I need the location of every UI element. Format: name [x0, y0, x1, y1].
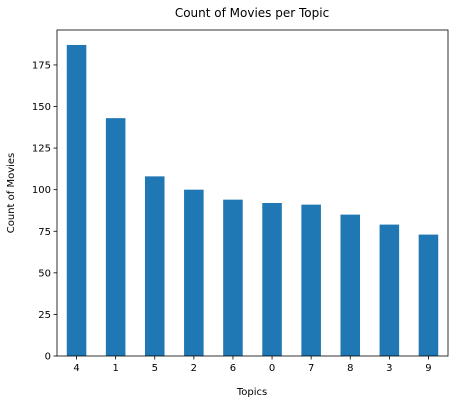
x-tick-label: 0	[269, 363, 275, 374]
plot-frame	[56, 29, 449, 357]
y-tick-label: 50	[38, 268, 51, 279]
bar	[66, 44, 87, 356]
bar	[105, 118, 126, 356]
x-tick-label: 6	[230, 363, 236, 374]
y-tick-label: 150	[32, 102, 51, 113]
y-tick-label: 0	[45, 352, 51, 363]
x-tick-label: 5	[152, 363, 158, 374]
y-tick-label: 75	[38, 227, 51, 238]
x-tick-label: 7	[308, 363, 314, 374]
chart-title: Count of Movies per Topic	[175, 6, 329, 20]
y-tick-label: 125	[32, 144, 51, 155]
bar	[379, 224, 400, 356]
bar	[340, 214, 361, 356]
bar	[184, 189, 204, 356]
y-axis-label: Count of Movies	[6, 153, 17, 234]
y-tick-label: 175	[32, 60, 51, 71]
y-tick-label: 25	[38, 310, 51, 321]
x-axis-label: Topics	[236, 387, 267, 398]
x-tick-label: 3	[386, 363, 392, 374]
bar	[262, 202, 282, 356]
bar	[418, 234, 439, 356]
bar	[301, 204, 321, 356]
x-tick-label: 8	[347, 363, 353, 374]
y-tick-label: 100	[32, 185, 51, 196]
plot-area: 4 1 5 2 6 0 7 8 3 9 0 25 50 75 100 125 150 175	[32, 29, 449, 374]
bar	[223, 199, 243, 356]
bar	[144, 176, 165, 356]
x-tick-label: 1	[112, 363, 118, 374]
x-tick-label: 2	[191, 363, 197, 374]
x-tick-label: 9	[425, 363, 431, 374]
x-tick-label: 4	[73, 363, 79, 374]
